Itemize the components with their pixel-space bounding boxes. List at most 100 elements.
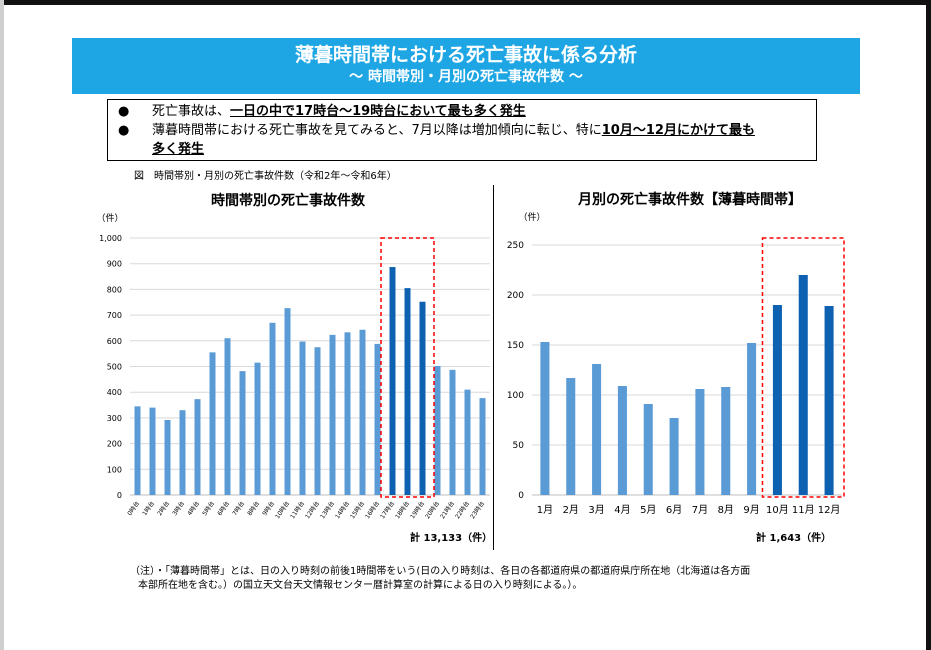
chart-title: 時間帯別の死亡事故件数 (211, 192, 366, 209)
y-tick-label: 0 (117, 491, 122, 500)
bar (224, 338, 231, 495)
hourly-chart: 時間帯別の死亡事故件数 （件） 0 100 200 300 400 500 600 700 800 9… (96, 192, 490, 544)
bar (721, 387, 731, 495)
summary-2-highlight-a: 10月～12月にかけて最も (601, 123, 755, 138)
bar (344, 332, 351, 495)
title-banner: 薄暮時間帯における死亡事故に係る分析 ～ 時間帯別・月別の死亡事故件数 ～ (72, 38, 860, 94)
y-tick-label: 100 (107, 465, 122, 474)
x-tick-label: 14時台 (333, 500, 351, 521)
summary-item-2: ● 薄暮時間帯における死亡事故を見てみると、7月以降は増加傾向に転じ、特に10月… (116, 121, 808, 159)
y-tick-label: 400 (107, 388, 122, 397)
bar (209, 352, 216, 495)
y-tick-label: 1,000 (99, 234, 122, 243)
y-tick-label: 800 (107, 285, 122, 294)
x-tick-label: 18時台 (393, 500, 411, 521)
x-tick-label: 9月 (743, 504, 759, 516)
bar (695, 389, 705, 495)
bar (149, 407, 156, 495)
bar (329, 334, 336, 495)
total-label: 計 13,133（件） (410, 531, 490, 544)
x-tick-label: 2月 (563, 504, 579, 516)
bar (540, 342, 550, 495)
y-tick-label: 600 (107, 337, 122, 346)
y-tick-label: 250 (507, 241, 524, 251)
bar (617, 386, 627, 495)
summary-2-highlight-b: 多く発生 (152, 142, 205, 157)
summary-item-1: ● 死亡事故は、一日の中で17時台～19時台において最も多く発生 (116, 102, 808, 121)
bar (269, 322, 276, 495)
x-tick-label: 6月 (666, 504, 682, 516)
bar (464, 389, 471, 495)
x-tick-label: 8時台 (246, 500, 262, 518)
footnote-line-2: 本部所在地を含む。）の国立天文台天文情報センター暦計算室の計算による日の入り時刻… (138, 580, 583, 591)
page-subtitle: ～ 時間帯別・月別の死亡事故件数 ～ (349, 69, 583, 85)
chart-divider (493, 185, 494, 550)
footnote: （注）・「薄暮時間帯」とは、日の入り時刻の前後1時間帯をいう(日の入り時刻は、各… (130, 565, 810, 593)
x-tick-label: 23時台 (468, 500, 486, 521)
bar (299, 341, 306, 495)
x-tick-label: 7時台 (231, 500, 247, 518)
x-tick-label: 5時台 (201, 500, 217, 518)
bar (434, 365, 441, 495)
y-tick-label: 0 (518, 491, 524, 501)
x-tick-label: 11月 (792, 504, 815, 516)
y-tick-label: 900 (107, 260, 122, 269)
x-tick-label: 4時台 (186, 500, 202, 518)
x-tick-label: 15時台 (348, 500, 366, 521)
summary-1-text: 死亡事故は、 (152, 104, 231, 119)
x-tick-label: 1時台 (141, 500, 157, 518)
y-tick-label: 50 (513, 441, 525, 451)
bar (284, 308, 291, 495)
bar (374, 343, 381, 495)
y-tick-label: 200 (107, 440, 122, 449)
x-tick-label: 12月 (818, 504, 841, 516)
x-tick-label: 21時台 (438, 500, 456, 521)
footnote-line-1: （注）・「薄暮時間帯」とは、日の入り時刻の前後1時間帯をいう(日の入り時刻は、各… (130, 566, 751, 577)
bar (314, 347, 321, 495)
x-tick-label: 16時台 (363, 500, 381, 521)
x-tick-label: 12時台 (303, 500, 321, 521)
x-tick-label: 2時台 (156, 500, 172, 518)
chart-title: 月別の死亡事故件数【薄暮時間帯】 (577, 191, 802, 208)
y-tick-label: 200 (507, 291, 524, 301)
page-title: 薄暮時間帯における死亡事故に係る分析 (294, 44, 637, 66)
highlight-box (761, 237, 845, 498)
bar (194, 399, 201, 495)
bar (798, 275, 808, 495)
window-right-border (926, 0, 931, 650)
bullet-icon: ● (118, 123, 130, 138)
bar (479, 398, 486, 495)
x-tick-label: 20時台 (423, 500, 441, 521)
bar (592, 364, 602, 495)
bar (254, 362, 261, 495)
x-tick-label: 0時台 (126, 500, 142, 518)
bar (179, 410, 186, 495)
bar (449, 369, 456, 495)
window-left-border (0, 0, 4, 650)
bar (164, 419, 171, 495)
y-axis-unit: （件） (518, 211, 545, 223)
y-axis-unit: （件） (96, 212, 123, 224)
bar (134, 406, 141, 495)
x-tick-label: 10時台 (273, 500, 291, 521)
summary-2-text: 薄暮時間帯における死亡事故を見てみると、7月以降は増加傾向に転じ、特に (152, 123, 602, 138)
x-tick-label: 9時台 (261, 500, 277, 518)
bar (404, 288, 411, 495)
x-tick-label: 7月 (692, 504, 708, 516)
highlight-box (380, 237, 435, 498)
x-tick-label: 4月 (614, 504, 630, 516)
bar (747, 343, 757, 495)
bar (643, 404, 653, 495)
figure-caption: 図 時間帯別・月別の死亡事故件数（令和2年～令和6年） (134, 171, 397, 182)
y-tick-label: 100 (507, 391, 524, 401)
summary-box: ● 死亡事故は、一日の中で17時台～19時台において最も多く発生 ● 薄暮時間帯… (107, 99, 817, 161)
x-tick-label: 3月 (588, 504, 604, 516)
x-tick-label: 22時台 (453, 500, 471, 521)
x-tick-label: 3時台 (171, 500, 187, 518)
bar (419, 301, 426, 495)
x-tick-label: 6時台 (216, 500, 232, 518)
window-top-border (0, 0, 931, 5)
x-tick-label: 19時台 (408, 500, 426, 521)
bar (772, 305, 782, 495)
x-tick-label: 17時台 (378, 500, 396, 521)
